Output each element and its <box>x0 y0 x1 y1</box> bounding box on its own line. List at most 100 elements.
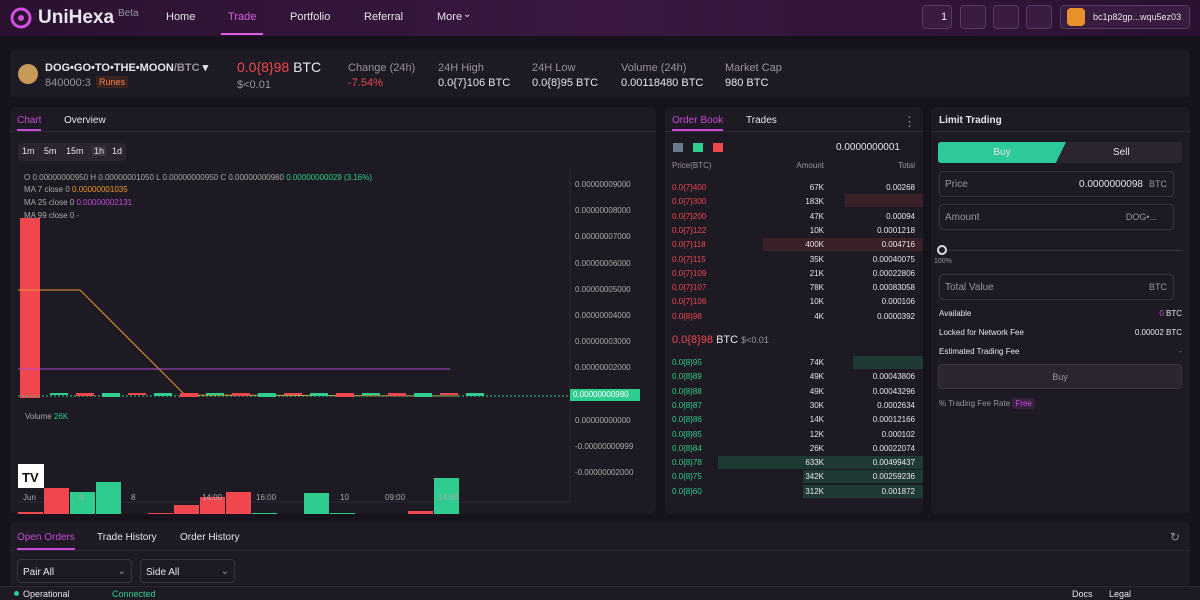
ma-value: 0.00000002131 <box>76 198 133 207</box>
depth-bar <box>718 456 923 470</box>
total: 0.00022074 <box>872 443 915 453</box>
volume-bar <box>174 505 199 514</box>
stat-label: Market Cap <box>725 62 782 74</box>
interval[interactable]: 1m <box>22 146 35 156</box>
time-axis-label: 09:00 <box>385 493 406 502</box>
total-input[interactable]: Total Value BTC <box>939 274 1174 300</box>
refresh-icon[interactable]: ↻ <box>1169 530 1180 544</box>
theme-button[interactable] <box>1026 5 1052 29</box>
sell-tab[interactable]: Sell <box>1113 147 1130 158</box>
buy-button[interactable]: Buy <box>938 364 1182 389</box>
total: 0.00012166 <box>872 415 915 425</box>
total: 0.00043806 <box>872 372 915 382</box>
nav-link[interactable]: Home <box>166 11 196 23</box>
amount: 10K <box>809 225 824 235</box>
slider-thumb[interactable] <box>937 245 947 255</box>
price: 0.0{8}86 <box>672 415 702 425</box>
nav-link[interactable]: Portfolio <box>290 11 331 23</box>
panel-title: Limit Trading <box>939 115 1002 126</box>
available-value: 0 <box>1159 309 1164 318</box>
volume-title: Volume <box>25 412 52 421</box>
amount: 26K <box>809 443 824 453</box>
price: 0.0{7}200 <box>672 211 707 221</box>
rune-tag: Runes <box>96 76 129 88</box>
price-input[interactable]: Price 0.0000000098 BTC <box>939 171 1174 197</box>
value: 0.0000000098 <box>1079 179 1143 190</box>
tab[interactable]: Open Orders <box>17 532 75 550</box>
current-price-tag: 0.00000000980 <box>570 389 640 401</box>
price-unit: BTC <box>293 59 322 75</box>
active-indicator <box>221 33 263 35</box>
ma-value: - <box>76 211 80 220</box>
view-icon[interactable] <box>693 143 703 152</box>
price: 0.0{8}98 <box>672 311 702 321</box>
interval[interactable]: 15m <box>66 146 84 156</box>
notification-button[interactable]: 1 <box>922 5 952 29</box>
pair-filter[interactable]: Pair All ⌄ <box>17 559 132 583</box>
price-axis-label: 0.00000008000 <box>575 206 631 216</box>
amount: 78K <box>809 283 824 293</box>
divider <box>665 131 923 132</box>
side-filter[interactable]: Side All ⌄ <box>140 559 235 583</box>
total: 0.00083058 <box>872 283 915 293</box>
stat-value: 0.00118480 BTC <box>621 77 704 89</box>
token-icon <box>18 64 38 84</box>
price-axis-label: 0.00000005000 <box>575 284 631 294</box>
total: 0.000106 <box>881 297 915 307</box>
available: 0 BTC <box>1159 309 1182 318</box>
ma-legend: MA 7 close 0 0.00000001035 <box>24 185 128 194</box>
volume-label: Volume 26K <box>25 412 68 421</box>
volume-bar <box>44 488 69 514</box>
candle <box>466 393 484 396</box>
footer: Operational Connected Docs Legal <box>0 586 1200 600</box>
nav-link[interactable]: Trade <box>228 11 257 23</box>
view-icon[interactable] <box>673 143 683 152</box>
tab[interactable]: Chart <box>17 115 42 131</box>
stat-label: 24H Low <box>532 62 576 74</box>
tab[interactable]: Trades <box>746 115 777 126</box>
slider-label: 100% <box>934 258 952 265</box>
nav-link[interactable]: More <box>437 11 463 23</box>
price: 0.0{7}106 <box>672 297 707 307</box>
price: 0.0{8}85 <box>672 429 702 439</box>
price: 0.0{8}60 <box>672 486 702 496</box>
footer-link[interactable]: Docs <box>1072 589 1093 599</box>
footer-link[interactable]: Legal <box>1109 589 1132 599</box>
fee-rate: % Trading Fee Rate Free <box>939 398 1035 409</box>
tab[interactable]: Order History <box>180 532 240 543</box>
total: 0.0002634 <box>877 400 915 410</box>
tab[interactable]: Order Book <box>672 115 724 131</box>
pair-name[interactable]: DOG•GO•TO•THE•MOON/BTC ▾ <box>45 62 209 74</box>
ma-label: MA 99 close 0 <box>24 211 75 220</box>
volume-bar <box>70 492 95 514</box>
buy-tab[interactable]: Buy <box>938 142 1066 163</box>
brand: UniHexa <box>38 7 115 28</box>
header: Price(BTC) <box>672 161 712 170</box>
interval[interactable]: 5m <box>44 146 57 156</box>
nav-link[interactable]: Referral <box>364 11 404 23</box>
price-axis-label: 0.00000004000 <box>575 311 631 320</box>
language-button[interactable] <box>993 5 1019 29</box>
header: Total <box>898 161 915 170</box>
menu-icon[interactable]: ⋮ <box>903 114 916 129</box>
stat-value: 0.0{7}106 BTC <box>438 77 511 89</box>
amount-input[interactable]: Amount DOG•... <box>939 204 1174 230</box>
precision-select[interactable]: 0.0000000001 <box>836 142 900 153</box>
order-book-panel: Order Book Trades ⋮ 0.0000000001 Price(BT… <box>665 107 923 514</box>
tab[interactable]: Trade History <box>97 532 157 543</box>
total: 0.00040075 <box>872 254 915 264</box>
ma-value: 0.00000001035 <box>72 185 128 194</box>
interval[interactable]: 1h <box>92 146 107 156</box>
price-axis-label: 0.00000007000 <box>575 232 631 242</box>
price-axis-label: -0.00000000999 <box>575 442 634 451</box>
interval[interactable]: 1d <box>112 146 123 156</box>
candle <box>20 218 40 398</box>
tv-logo-text: TV <box>22 470 39 485</box>
wallet-button[interactable]: bc1p82gp...wqu5ez03 <box>1060 5 1190 29</box>
time-axis-label: 14:00 <box>438 493 459 502</box>
tab[interactable]: Overview <box>64 115 106 126</box>
settings-button[interactable] <box>960 5 986 29</box>
volume-bar <box>96 482 121 514</box>
view-icon[interactable] <box>713 143 723 152</box>
amount: 10K <box>809 297 824 307</box>
